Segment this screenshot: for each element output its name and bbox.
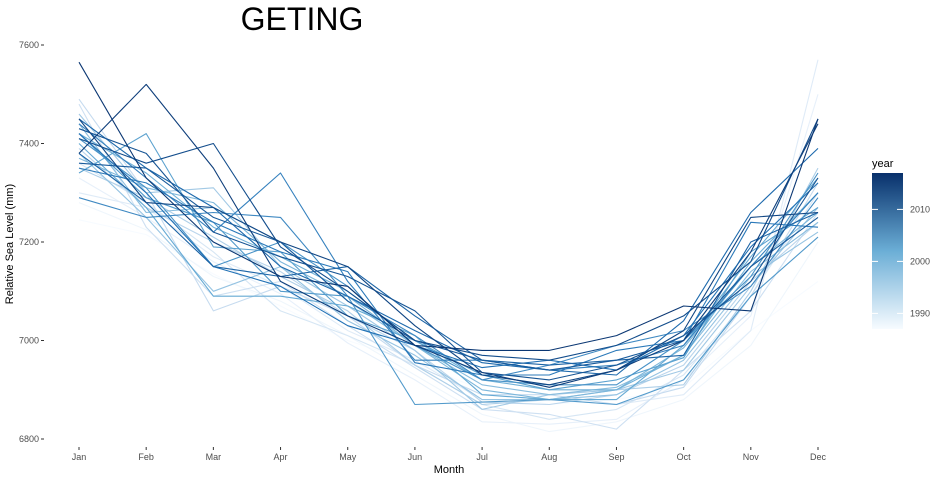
series-line [78,152,819,366]
x-tick-label: Jul [476,452,488,462]
y-axis-title: Relative Sea Level (mm) [4,184,16,304]
series-line [78,118,819,376]
series-line [78,83,819,388]
x-tick-label: May [339,452,357,462]
x-tick-label: Sep [608,452,624,462]
series-line [78,202,819,433]
x-axis-title: Month [434,464,465,476]
x-axis: Jan Feb Mar Apr May Jun Jul Aug Sep Oct Nov Dec [72,447,827,462]
series-line [78,167,819,406]
y-tick-label: 7000 [19,336,39,346]
legend: year 1990 2000 2010 [872,158,930,329]
legend-title: year [872,158,894,170]
x-tick-label: Jan [72,452,87,462]
x-tick-label: Oct [677,452,692,462]
series-line [78,157,819,401]
x-tick-label: Aug [541,452,557,462]
series-line [78,143,819,401]
legend-ticks: 1990 2000 2010 [872,204,930,318]
series-line [78,61,819,351]
series-line [78,123,819,396]
series-line [78,147,819,406]
series-line [78,138,819,386]
x-tick-label: Dec [810,452,827,462]
x-tick-label: Mar [206,452,222,462]
y-tick-label: 7600 [19,40,39,50]
x-tick-label: Apr [274,452,288,462]
series-line [78,113,819,410]
x-tick-label: Nov [743,452,760,462]
chart-title: GETING [241,1,364,37]
x-tick-label: Feb [138,452,154,462]
x-tick-label: Jun [408,452,423,462]
series-line [78,128,819,381]
y-axis: 6800 7000 7200 7400 7600 [19,40,44,444]
y-tick-label: 7400 [19,139,39,149]
legend-tick-label: 2010 [910,204,930,214]
series-line [78,103,819,430]
series-line [78,118,819,386]
series-lines [78,59,819,433]
series-line [78,123,819,371]
y-tick-label: 7200 [19,237,39,247]
series-line [78,94,819,425]
legend-tick-label: 2000 [910,256,930,266]
colorbar [872,173,903,329]
series-line [78,153,819,401]
series-line [78,133,819,371]
y-tick-label: 6800 [19,434,39,444]
series-line [78,197,819,381]
legend-tick-label: 1990 [910,308,930,318]
